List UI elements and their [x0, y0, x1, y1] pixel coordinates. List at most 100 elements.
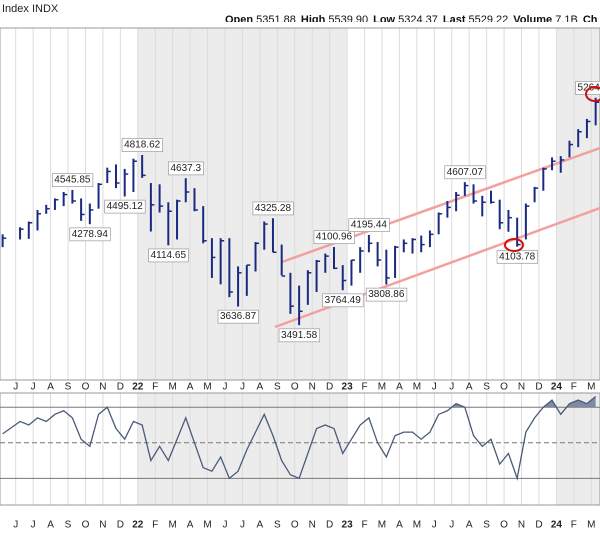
highlight-circle	[585, 86, 600, 102]
x-tick-label: F	[361, 382, 367, 393]
annotation: 4637.3	[170, 163, 201, 174]
x-tick-label: J	[449, 382, 454, 393]
rsi-line	[2, 396, 597, 481]
annotation-box	[69, 227, 111, 242]
annotation-box	[121, 138, 164, 152]
quote-label: Volume	[513, 14, 553, 22]
quote: Open 5351.88 High 5539.90 Low 5324.37 Last 5529…	[220, 14, 600, 22]
x-tick-label: 22	[132, 382, 144, 393]
x-tick-label: F	[152, 520, 158, 531]
annotation-box	[217, 309, 259, 324]
annotation: 4818.62	[124, 140, 161, 151]
annotation: 4278.94	[72, 229, 109, 240]
quote-label: Open	[225, 14, 254, 22]
x-tick-label: 22	[132, 520, 144, 531]
x-tick-label: S	[274, 382, 281, 393]
annotation: 4495.12	[107, 201, 144, 212]
x-tick-label: J	[223, 520, 228, 531]
x-tick-label: J	[31, 520, 36, 531]
x-tick-label: A	[257, 382, 264, 393]
quote-label: Low	[373, 14, 396, 22]
x-tick-label: J	[13, 382, 18, 393]
annotation-box	[278, 328, 320, 343]
quote-label: Ch	[582, 14, 598, 22]
annotation-box	[322, 293, 364, 308]
x-tick-label: D	[535, 520, 542, 531]
quote-value: 5351.88	[256, 14, 296, 22]
rsi-panel	[0, 392, 600, 506]
quote-value: 5529.22	[468, 14, 509, 22]
annotation: 4114.65	[151, 250, 187, 261]
x-tick-label: J	[240, 520, 245, 531]
x-tick-label: A	[396, 520, 403, 531]
x-tick-label: O	[82, 382, 90, 393]
x-tick-label: O	[500, 520, 508, 531]
x-tick-label: A	[47, 382, 54, 393]
quote-value: 5324.37	[398, 14, 438, 22]
x-tick-label: J	[13, 520, 18, 531]
x-tick-label: O	[82, 520, 90, 531]
x-tick-label: J	[449, 520, 454, 531]
x-tick-label: D	[117, 520, 124, 531]
annotation-box	[313, 230, 355, 245]
annotation: 4545.85	[54, 175, 91, 186]
annotation-box	[51, 173, 94, 187]
price-bars	[1, 97, 600, 326]
quote-value: 7.1B	[555, 14, 578, 22]
x-tick-label: O	[500, 382, 508, 393]
x-tick-label: N	[309, 520, 316, 531]
main-panel	[0, 27, 600, 381]
x-tick-label: J	[31, 382, 36, 393]
annotation-box	[575, 81, 600, 95]
x-tick-label: N	[309, 382, 316, 393]
annotation-box	[348, 218, 390, 232]
annotation: 3636.87	[220, 311, 257, 322]
year-band	[556, 393, 600, 505]
x-tick-label: S	[483, 520, 490, 531]
x-tick-label: J	[432, 382, 437, 393]
x-tick-label: O	[291, 520, 299, 531]
quote-label: Last	[442, 14, 466, 22]
x-tick-label: M	[169, 520, 177, 531]
annotation-box	[252, 201, 294, 216]
x-tick-label: 24	[551, 520, 563, 531]
symbol: Index INDX	[2, 3, 59, 15]
x-tick-label: M	[413, 382, 421, 393]
header: Index INDX Open 5351.88 High 5539.90 Low 5324…	[0, 0, 600, 22]
x-tick-label: 23	[342, 520, 354, 531]
annotation: 3808.86	[368, 289, 405, 300]
annotation-box	[444, 165, 486, 180]
x-tick-label: D	[326, 520, 333, 531]
x-tick-label: 24	[551, 382, 563, 393]
annotation: 4607.07	[447, 167, 484, 178]
x-tick-label: N	[99, 382, 106, 393]
x-tick-label: A	[396, 382, 403, 393]
annotation: 3764.49	[325, 295, 362, 306]
x-tick-label: A	[257, 520, 264, 531]
quote-value: 5539.90	[328, 14, 369, 22]
x-tick-label: J	[223, 382, 228, 393]
x-tick-label: J	[240, 382, 245, 393]
highlight-circle	[504, 238, 524, 252]
x-tick-label: A	[466, 382, 473, 393]
x-tick-label: M	[587, 520, 595, 531]
x-tick-label: M	[169, 382, 177, 393]
annotation-box	[104, 199, 146, 214]
quote-label: High	[300, 14, 326, 22]
x-tick-label: F	[571, 520, 577, 531]
year-band	[556, 28, 600, 380]
x-tick-label: N	[518, 382, 525, 393]
channel-lower	[274, 206, 600, 329]
x-tick-label: A	[47, 520, 54, 531]
x-tick-label: 23	[342, 382, 354, 393]
x-tick-label: S	[274, 520, 281, 531]
x-tick-label: M	[378, 382, 386, 393]
annotation: 4195.44	[351, 220, 388, 231]
annotation: 3491.58	[281, 330, 318, 341]
x-tick-label: F	[361, 520, 367, 531]
annotation: 4103.78	[499, 251, 536, 262]
x-tick-label: S	[65, 382, 72, 393]
x-tick-label: A	[466, 520, 473, 531]
